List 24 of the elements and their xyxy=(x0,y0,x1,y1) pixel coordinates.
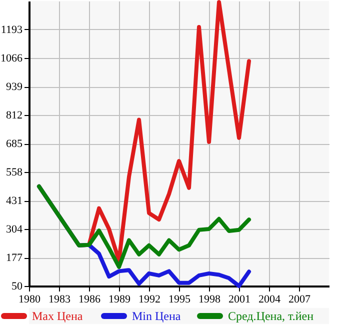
line-series xyxy=(37,184,251,269)
y-tick-label: 1193 xyxy=(0,24,23,36)
x-tick-label: 1983 xyxy=(48,294,71,306)
x-tick-label: 1980 xyxy=(18,294,41,306)
y-tick-label: 812 xyxy=(6,110,22,122)
x-tick-label: 1989 xyxy=(108,294,131,306)
y-tick-label: 1066 xyxy=(0,52,23,64)
y-tick-label: 685 xyxy=(6,138,23,150)
y-tick-label: 939 xyxy=(6,81,23,93)
x-tick-label: 1998 xyxy=(198,294,221,306)
y-tick-label: 304 xyxy=(6,224,23,236)
x-tick-label: 1986 xyxy=(78,294,101,306)
x-tick-label: 1992 xyxy=(138,294,160,306)
x-tick-label: 2004 xyxy=(258,294,281,306)
x-tick-label: 2007 xyxy=(288,294,311,306)
y-tick-label: 177 xyxy=(6,252,23,264)
legend-label: Сред.Цена, т.йен xyxy=(228,309,314,323)
x-tick-label: 2001 xyxy=(228,294,250,306)
legend-label: Min Цена xyxy=(132,309,182,323)
legend-label: Max Цена xyxy=(32,309,84,323)
y-tick-label: 431 xyxy=(6,195,22,207)
y-tick-label: 50 xyxy=(12,280,23,292)
x-tick-label: 1995 xyxy=(168,294,191,306)
y-tick-label: 558 xyxy=(6,166,23,178)
